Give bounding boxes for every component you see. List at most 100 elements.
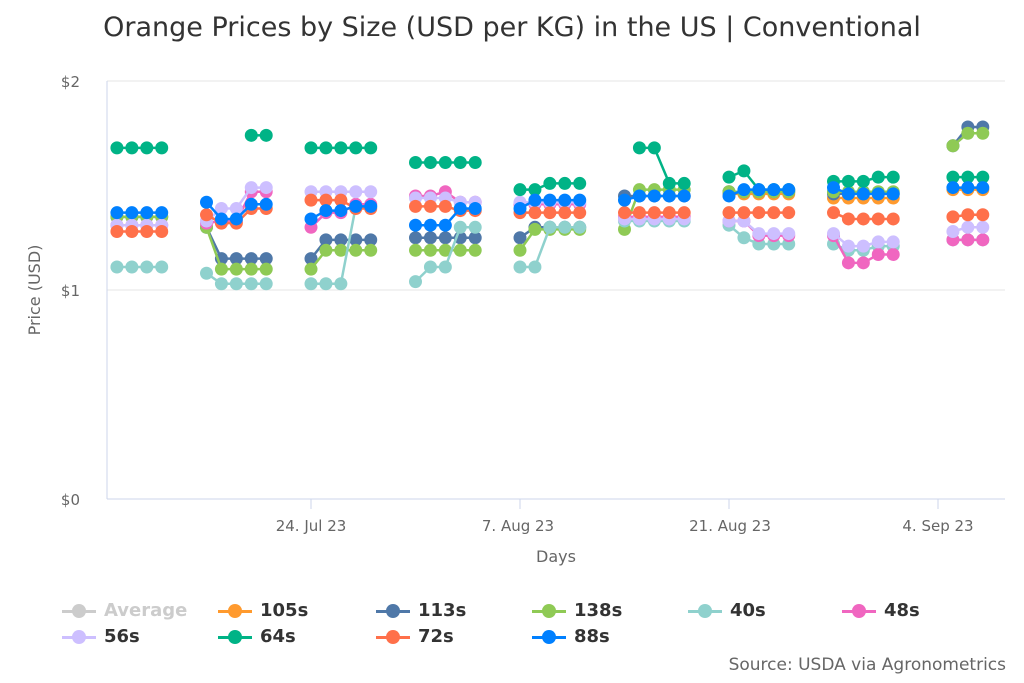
data-point[interactable] xyxy=(214,277,228,291)
data-point[interactable] xyxy=(409,156,422,170)
data-point[interactable] xyxy=(364,243,378,257)
data-point[interactable] xyxy=(259,128,273,142)
data-point[interactable] xyxy=(871,212,885,226)
legend-item-40s[interactable]: 40s xyxy=(688,600,766,621)
data-point[interactable] xyxy=(543,220,557,234)
data-point[interactable] xyxy=(573,206,587,220)
data-point[interactable] xyxy=(409,243,422,257)
data-point[interactable] xyxy=(573,176,587,190)
data-point[interactable] xyxy=(722,189,736,203)
data-point[interactable] xyxy=(677,206,691,220)
data-point[interactable] xyxy=(304,141,318,155)
data-point[interactable] xyxy=(752,206,766,220)
data-point[interactable] xyxy=(976,170,990,184)
data-point[interactable] xyxy=(438,156,452,170)
data-point[interactable] xyxy=(722,206,736,220)
data-point[interactable] xyxy=(140,260,154,274)
data-point[interactable] xyxy=(409,218,422,232)
data-point[interactable] xyxy=(110,260,124,274)
data-point[interactable] xyxy=(827,227,840,241)
data-point[interactable] xyxy=(782,183,796,197)
data-point[interactable] xyxy=(841,212,855,226)
data-point[interactable] xyxy=(513,231,527,245)
data-point[interactable] xyxy=(662,176,676,190)
data-point[interactable] xyxy=(856,239,870,253)
data-point[interactable] xyxy=(827,206,840,220)
data-point[interactable] xyxy=(334,141,348,155)
data-point[interactable] xyxy=(453,220,467,234)
data-point[interactable] xyxy=(155,224,169,238)
data-point[interactable] xyxy=(364,233,378,247)
data-point[interactable] xyxy=(961,170,975,184)
data-point[interactable] xyxy=(976,126,990,140)
data-point[interactable] xyxy=(513,183,527,197)
data-point[interactable] xyxy=(946,170,960,184)
data-point[interactable] xyxy=(841,256,855,270)
data-point[interactable] xyxy=(946,139,960,153)
data-point[interactable] xyxy=(214,262,228,276)
data-point[interactable] xyxy=(244,262,258,276)
data-point[interactable] xyxy=(737,183,751,197)
data-point[interactable] xyxy=(334,233,348,247)
legend-item-113s[interactable]: 113s xyxy=(376,600,466,621)
data-point[interactable] xyxy=(200,266,213,280)
data-point[interactable] xyxy=(155,141,169,155)
data-point[interactable] xyxy=(125,224,139,238)
data-point[interactable] xyxy=(438,218,452,232)
data-point[interactable] xyxy=(409,275,422,289)
data-point[interactable] xyxy=(632,189,646,203)
data-point[interactable] xyxy=(543,176,557,190)
data-point[interactable] xyxy=(513,243,527,257)
data-point[interactable] xyxy=(871,247,885,261)
data-point[interactable] xyxy=(423,218,437,232)
data-point[interactable] xyxy=(140,141,154,155)
data-point[interactable] xyxy=(468,220,482,234)
data-point[interactable] xyxy=(453,243,467,257)
data-point[interactable] xyxy=(468,201,482,215)
data-point[interactable] xyxy=(558,193,572,207)
legend-item-138s[interactable]: 138s xyxy=(532,600,622,621)
data-point[interactable] xyxy=(229,277,243,291)
data-point[interactable] xyxy=(632,206,646,220)
data-point[interactable] xyxy=(841,174,855,188)
data-point[interactable] xyxy=(752,183,766,197)
data-point[interactable] xyxy=(961,233,975,247)
data-point[interactable] xyxy=(364,185,378,199)
data-point[interactable] xyxy=(259,197,273,211)
data-point[interactable] xyxy=(409,231,422,245)
data-point[interactable] xyxy=(319,141,333,155)
data-point[interactable] xyxy=(438,199,452,213)
data-point[interactable] xyxy=(647,189,661,203)
data-point[interactable] xyxy=(827,181,840,195)
data-point[interactable] xyxy=(632,141,646,155)
legend-item-88s[interactable]: 88s xyxy=(532,626,610,647)
data-point[interactable] xyxy=(468,231,482,245)
data-point[interactable] xyxy=(961,220,975,234)
data-point[interactable] xyxy=(528,260,542,274)
data-point[interactable] xyxy=(200,195,213,209)
data-point[interactable] xyxy=(961,126,975,140)
data-point[interactable] xyxy=(140,224,154,238)
data-point[interactable] xyxy=(319,204,333,218)
data-point[interactable] xyxy=(856,174,870,188)
data-point[interactable] xyxy=(618,193,631,207)
data-point[interactable] xyxy=(214,201,228,215)
data-point[interactable] xyxy=(244,252,258,266)
data-point[interactable] xyxy=(155,206,169,220)
data-point[interactable] xyxy=(647,141,661,155)
legend-item-Average[interactable]: Average xyxy=(62,600,187,621)
data-point[interactable] xyxy=(782,227,796,241)
data-point[interactable] xyxy=(423,199,437,213)
data-point[interactable] xyxy=(543,193,557,207)
data-point[interactable] xyxy=(841,239,855,253)
data-point[interactable] xyxy=(229,212,243,226)
data-point[interactable] xyxy=(334,243,348,257)
data-point[interactable] xyxy=(110,141,124,155)
data-point[interactable] xyxy=(349,243,363,257)
data-point[interactable] xyxy=(886,235,900,249)
data-point[interactable] xyxy=(513,201,527,215)
data-point[interactable] xyxy=(125,206,139,220)
data-point[interactable] xyxy=(259,181,273,195)
data-point[interactable] xyxy=(946,210,960,224)
data-point[interactable] xyxy=(856,256,870,270)
